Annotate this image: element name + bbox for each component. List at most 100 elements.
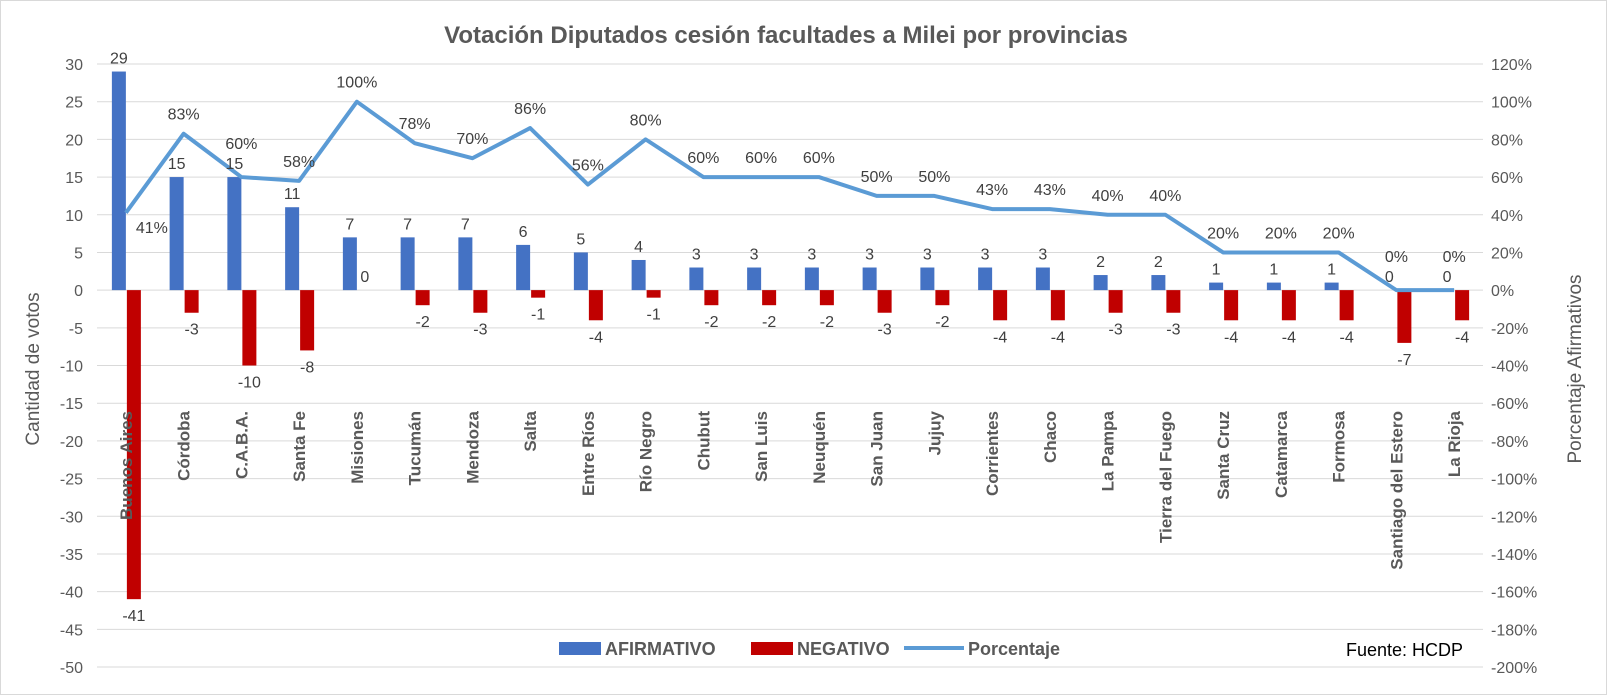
bar-afirmativo (1151, 275, 1166, 291)
afirmativo-data-label: 3 (750, 247, 759, 264)
y-tick-label: -30 (60, 509, 83, 526)
afirmativo-data-label: 0 (1443, 269, 1452, 286)
percentage-data-label: 20% (1265, 225, 1297, 242)
bar-afirmativo (400, 237, 415, 291)
category-label: Río Negro (637, 411, 656, 492)
negativo-data-label: -3 (473, 322, 487, 339)
bar-negativo (1281, 290, 1296, 321)
negativo-data-label: -3 (1166, 322, 1180, 339)
y2-tick-label: -180% (1491, 622, 1537, 639)
category-label: Mendoza (463, 410, 482, 483)
afirmativo-data-label: 3 (807, 247, 816, 264)
afirmativo-data-label: 1 (1327, 262, 1336, 279)
legend-label: AFIRMATIVO (605, 639, 716, 659)
bar-afirmativo (689, 267, 704, 291)
y2-tick-label: -100% (1491, 472, 1537, 489)
bar-negativo (588, 290, 603, 321)
afirmativo-data-label: 3 (692, 247, 701, 264)
bar-afirmativo (804, 267, 819, 291)
percentage-data-label: 70% (456, 131, 488, 148)
category-label: C.A.B.A. (232, 411, 251, 479)
afirmativo-data-label: 4 (634, 239, 643, 256)
y2-tick-label: -80% (1491, 434, 1528, 451)
percentage-data-label: 58% (283, 154, 315, 171)
negativo-data-label: -2 (935, 314, 949, 331)
category-label: Neuquén (810, 411, 829, 484)
bar-negativo (415, 290, 430, 306)
percentage-data-label: 0% (1385, 249, 1408, 266)
legend-swatch-negativo (751, 642, 793, 655)
percentage-data-label: 40% (1149, 188, 1181, 205)
negativo-data-label: -4 (589, 329, 603, 346)
percentage-data-label: 20% (1207, 225, 1239, 242)
bar-negativo (819, 290, 834, 306)
bar-afirmativo (747, 267, 762, 291)
afirmativo-data-label: 6 (519, 224, 528, 241)
category-label: San Juan (868, 411, 887, 487)
category-label: Santa Fe (290, 411, 309, 482)
y2-tick-label: 120% (1491, 57, 1532, 74)
negativo-data-label: -41 (122, 608, 145, 625)
bar-afirmativo (862, 267, 877, 291)
y-tick-label: -35 (60, 547, 83, 564)
y-tick-label: -50 (60, 660, 83, 677)
bar-negativo (646, 290, 661, 298)
negativo-data-label: -2 (820, 314, 834, 331)
bar-afirmativo (1093, 275, 1108, 291)
category-label: Salta (521, 410, 540, 451)
y2-tick-label: -160% (1491, 585, 1537, 602)
negativo-data-label: -8 (300, 359, 314, 376)
bar-afirmativo (1035, 267, 1050, 291)
afirmativo-data-label: 1 (1269, 262, 1278, 279)
bar-afirmativo (1324, 282, 1339, 291)
legend-label: NEGATIVO (797, 639, 890, 659)
legend: AFIRMATIVO NEGATIVO Porcentaje (559, 639, 1060, 659)
negativo-data-label: -3 (878, 322, 892, 339)
percentage-data-label: 86% (514, 101, 546, 118)
percentage-data-label: 41% (136, 220, 168, 237)
y-tick-label: -15 (60, 396, 83, 413)
y-tick-label: -40 (60, 585, 83, 602)
y2-tick-label: -140% (1491, 547, 1537, 564)
y2-tick-label: 100% (1491, 95, 1532, 112)
afirmativo-data-label: 11 (284, 186, 301, 203)
category-label: Buenos Aires (117, 411, 136, 520)
negativo-data-label: -10 (238, 375, 261, 392)
percentage-data-label: 56% (572, 158, 604, 175)
afirmativo-data-label: 7 (403, 216, 412, 233)
bar-negativo (473, 290, 488, 313)
category-label: Chaco (1041, 411, 1060, 463)
bar-afirmativo (1209, 282, 1224, 291)
bar-negativo (1108, 290, 1123, 313)
y-tick-label: 10 (65, 208, 83, 225)
bar-negativo (126, 290, 141, 600)
y-tick-label: 15 (65, 170, 83, 187)
bar-negativo (1224, 290, 1239, 321)
y-axis-title: Cantidad de votos (23, 292, 44, 445)
y-tick-label: -5 (69, 321, 83, 338)
category-label: Chubut (694, 411, 713, 471)
y2-tick-label: 80% (1491, 132, 1523, 149)
chart-title: Votación Diputados cesión facultades a M… (444, 22, 1128, 49)
afirmativo-data-label: 0 (1385, 269, 1394, 286)
category-label: Entre Ríos (579, 411, 598, 496)
afirmativo-data-label: 29 (110, 51, 128, 68)
y2-tick-label: -200% (1491, 660, 1537, 677)
negativo-data-label: -2 (416, 314, 430, 331)
negativo-data-label: -4 (1224, 329, 1238, 346)
negativo-data-label: -1 (647, 307, 661, 324)
bar-negativo (184, 290, 199, 313)
category-label: Tucumán (406, 411, 425, 485)
bar-afirmativo (285, 207, 300, 291)
y-tick-label: 25 (65, 95, 83, 112)
bar-afirmativo (111, 71, 126, 291)
bar-negativo (1166, 290, 1181, 313)
percentage-data-label: 50% (861, 169, 893, 186)
negativo-data-label: -7 (1397, 352, 1411, 369)
category-label: Corrientes (983, 411, 1002, 496)
afirmativo-data-label: 1 (1212, 262, 1221, 279)
bar-negativo (762, 290, 777, 306)
y-tick-label: 20 (65, 132, 83, 149)
negativo-data-label: -1 (531, 307, 545, 324)
